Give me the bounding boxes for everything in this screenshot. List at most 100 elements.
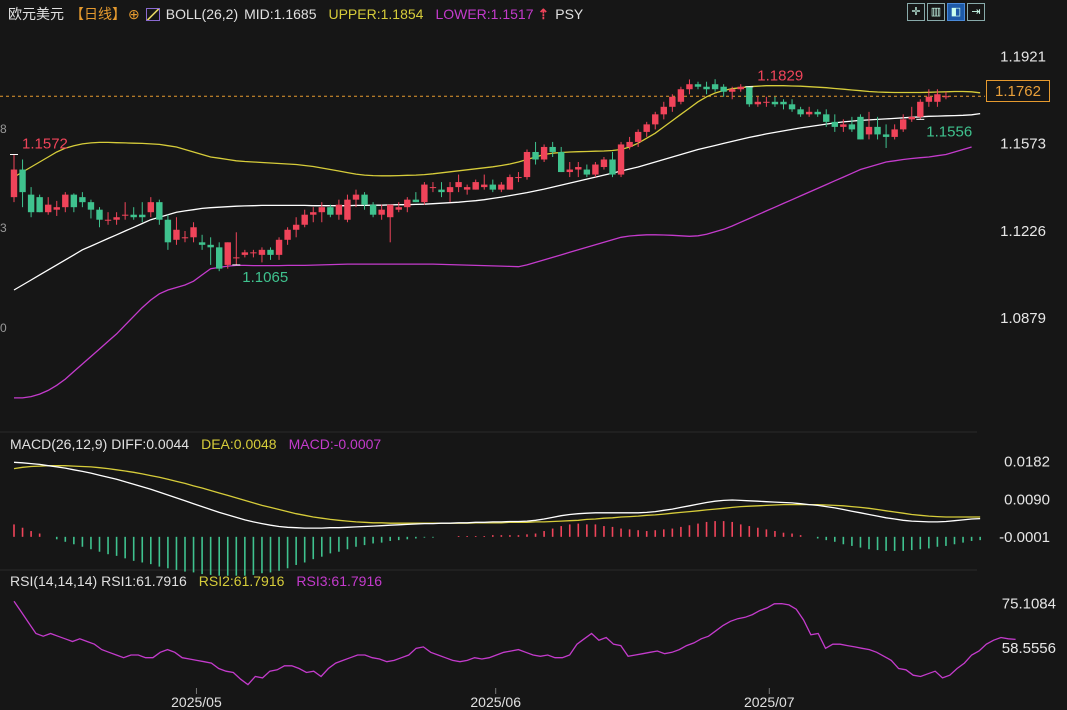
candle-body — [711, 84, 719, 90]
candle-body — [660, 106, 667, 115]
candle-body — [874, 126, 881, 135]
candle-body — [318, 207, 325, 213]
boll-header: 欧元美元 【日线】 ⊕ BOLL(26,2) MID:1.1685 UPPER:1.185… — [8, 4, 589, 24]
rsi3-value: RSI3:61.7916 — [296, 573, 383, 589]
candle-body — [310, 212, 317, 215]
candle-body — [566, 169, 573, 173]
boll-mid-line — [13, 112, 981, 291]
candle-body — [686, 84, 693, 90]
candle-body — [626, 141, 633, 147]
symbol-name: 欧元美元 — [8, 6, 64, 22]
macd-header: MACD(26,12,9) DIFF:0.0044 DEA:0.0048 MACD:-… — [10, 434, 387, 454]
candle-body — [882, 134, 890, 137]
candle-body — [79, 197, 86, 203]
y-tick-label: 1.0879 — [1000, 310, 1046, 327]
clipped-tick: 8 — [0, 122, 7, 136]
chart-small-icon[interactable] — [145, 8, 160, 21]
low-annotation: 1.1065 — [242, 269, 288, 286]
candle-body — [233, 257, 240, 259]
macd-y-tick: -0.0001 — [999, 529, 1050, 546]
chart-toolbar: ✛ ▥ ◧ ⇥ — [907, 3, 985, 21]
candle-body — [96, 209, 103, 220]
candle-body — [250, 252, 257, 254]
lower-value: LOWER:1.1517 — [435, 6, 534, 22]
candle-body — [301, 214, 308, 225]
boll-lower-line — [14, 146, 972, 399]
psy-label[interactable]: PSY — [555, 6, 584, 22]
candle-body — [788, 104, 796, 110]
bar-chart-icon[interactable]: ▥ — [927, 3, 945, 21]
rsi-header: RSI(14,14,14) RSI1:61.7916 RSI2:61.7916 RSI… — [10, 571, 388, 591]
candle-body — [446, 187, 454, 193]
candle-body — [865, 126, 873, 135]
period-label[interactable]: 【日线】 — [70, 6, 126, 22]
macd-value: MACD:-0.0007 — [288, 436, 382, 452]
candle-body — [361, 194, 368, 205]
candle-body — [583, 169, 591, 175]
candle-body — [104, 219, 112, 221]
candle-body — [258, 249, 266, 255]
layout-active-icon[interactable]: ◧ — [947, 3, 965, 21]
candle-body — [600, 159, 608, 168]
candle-body — [327, 207, 334, 215]
y-tick-label: 1.1573 — [1000, 136, 1046, 153]
candle-body — [934, 94, 941, 102]
candle-body — [62, 194, 69, 208]
candle-body — [848, 124, 856, 130]
high-annotation: 1.1572 — [22, 135, 68, 152]
candle-body — [378, 209, 385, 215]
candle-body — [19, 169, 26, 193]
dea-line — [13, 465, 981, 524]
candle-body — [70, 194, 78, 208]
boll-upper-line — [13, 85, 981, 178]
candle-body — [942, 96, 950, 98]
candle-body — [53, 207, 60, 210]
candle-body — [703, 86, 710, 90]
y-tick-label: 1.1226 — [1000, 223, 1046, 240]
candle-body — [395, 207, 402, 210]
candle-body — [429, 187, 437, 189]
candle-body — [438, 189, 445, 193]
rsi-line — [13, 600, 1016, 686]
candle-body — [455, 182, 462, 188]
candle-body — [241, 252, 249, 255]
circle-plus-icon[interactable]: ⊕ — [128, 6, 140, 22]
candle-body — [267, 249, 274, 255]
macd-y-tick: 0.0090 — [1004, 492, 1050, 509]
candle-body — [207, 244, 214, 248]
candle-body — [549, 146, 556, 152]
candle-body — [737, 86, 744, 90]
candle-body — [164, 219, 172, 243]
upper-value: UPPER:1.1854 — [328, 6, 424, 22]
candle-body — [523, 151, 531, 178]
expand-icon[interactable]: ⇥ — [967, 3, 985, 21]
high-annotation: 1.1829 — [757, 68, 803, 85]
candle-body — [746, 86, 753, 105]
candle-body — [87, 202, 95, 210]
macd-label: MACD(26,12,9) — [10, 436, 108, 452]
candle-body — [720, 86, 727, 92]
candle-body — [472, 182, 479, 190]
candle-body — [609, 159, 616, 175]
x-axis-label: 2025/07 — [744, 694, 795, 710]
candle-body — [729, 89, 736, 92]
crosshair-icon[interactable]: ✛ — [907, 3, 925, 21]
rsi2-value: RSI2:61.7916 — [198, 573, 285, 589]
candle-body — [463, 187, 471, 190]
candle-body — [121, 214, 129, 216]
candle-body — [489, 184, 496, 190]
y-tick-label: 1.1921 — [1000, 48, 1046, 65]
candle-body — [669, 96, 676, 107]
candle-body — [190, 227, 197, 238]
candle-body — [754, 101, 762, 105]
x-axis-label: 2025/05 — [171, 694, 222, 710]
candle-body — [130, 214, 137, 218]
candle-body — [27, 194, 35, 213]
candle-body — [224, 242, 231, 265]
candle-body — [352, 194, 360, 200]
candle-body — [284, 229, 291, 240]
rsi-label: RSI(14,14,14) — [10, 573, 98, 589]
red-up-arrow-icon[interactable]: ⇡ — [537, 6, 550, 22]
candle-body — [498, 184, 505, 190]
